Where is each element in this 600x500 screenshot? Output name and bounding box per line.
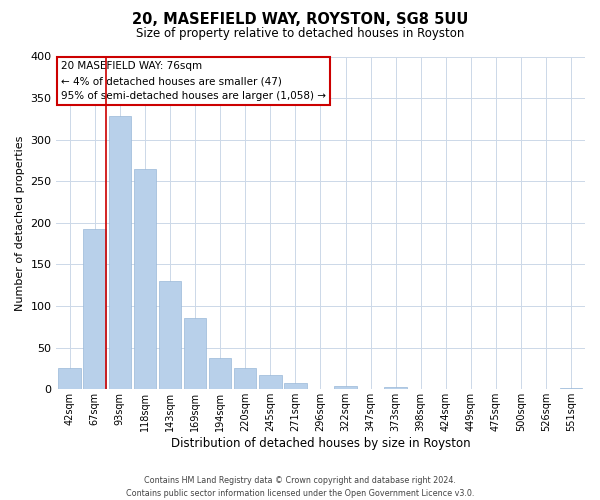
Bar <box>560 388 583 390</box>
X-axis label: Distribution of detached houses by size in Royston: Distribution of detached houses by size … <box>170 437 470 450</box>
Bar <box>209 358 232 390</box>
Bar <box>83 228 106 390</box>
Bar <box>385 387 407 390</box>
Bar <box>284 382 307 390</box>
Bar <box>234 368 256 390</box>
Text: 20, MASEFIELD WAY, ROYSTON, SG8 5UU: 20, MASEFIELD WAY, ROYSTON, SG8 5UU <box>132 12 468 28</box>
Bar <box>109 116 131 390</box>
Text: Contains HM Land Registry data © Crown copyright and database right 2024.
Contai: Contains HM Land Registry data © Crown c… <box>126 476 474 498</box>
Bar <box>184 318 206 390</box>
Text: 20 MASEFIELD WAY: 76sqm
← 4% of detached houses are smaller (47)
95% of semi-det: 20 MASEFIELD WAY: 76sqm ← 4% of detached… <box>61 62 326 101</box>
Bar <box>334 386 357 390</box>
Bar <box>158 281 181 390</box>
Y-axis label: Number of detached properties: Number of detached properties <box>15 135 25 310</box>
Bar <box>259 375 281 390</box>
Bar <box>58 368 81 390</box>
Text: Size of property relative to detached houses in Royston: Size of property relative to detached ho… <box>136 28 464 40</box>
Bar <box>134 169 156 390</box>
